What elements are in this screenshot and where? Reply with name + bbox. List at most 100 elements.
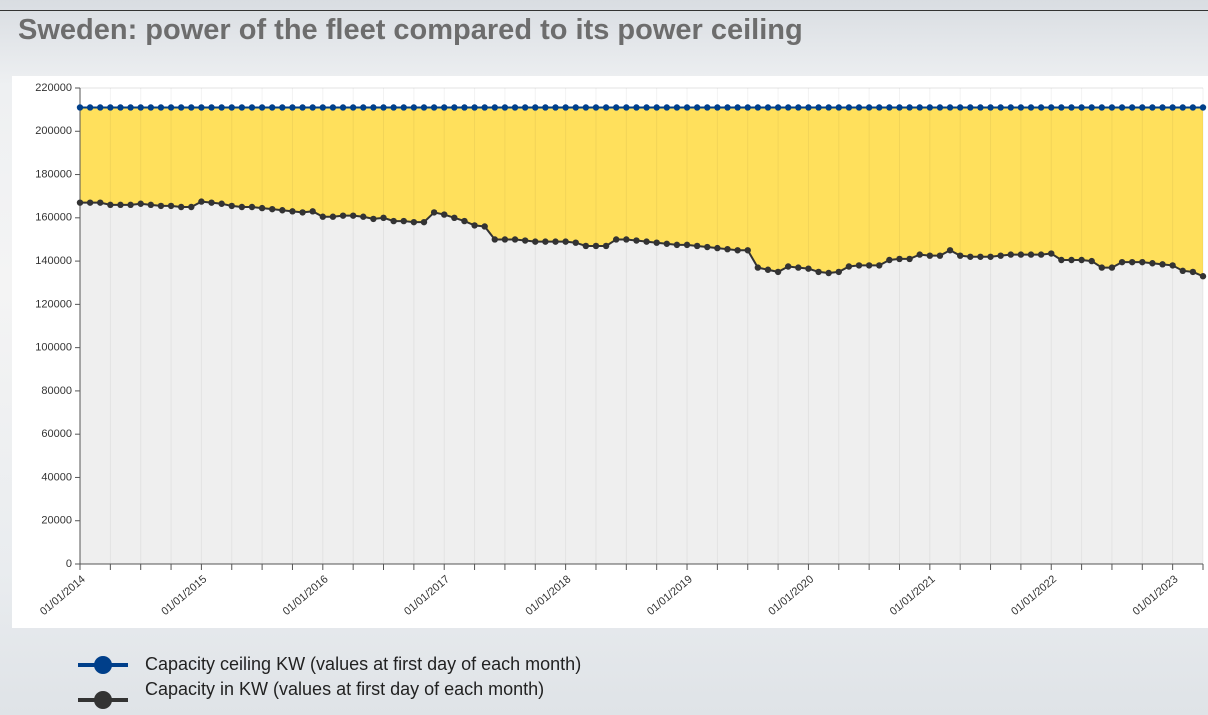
point [562,238,569,245]
point [744,247,751,254]
point [269,104,276,111]
point [936,104,944,111]
point [1128,258,1136,266]
y-tick-label: 160000 [35,212,72,224]
point [1159,104,1166,111]
point [521,237,529,244]
point [430,209,438,216]
point [491,236,499,243]
point [977,104,984,111]
point [1199,104,1207,111]
point [501,236,509,243]
point [420,104,428,111]
point [1078,104,1085,111]
point [967,104,974,111]
point [1189,104,1197,111]
point [279,207,286,214]
point [653,104,660,111]
y-tick-label: 180000 [35,168,72,180]
point [956,104,964,111]
point [764,104,772,111]
point [754,104,762,111]
point [1017,251,1025,258]
point [835,104,842,111]
point [926,104,934,111]
point [248,104,256,111]
point [228,202,235,210]
point [97,104,104,111]
point [1149,260,1156,267]
point [481,104,488,111]
point [1189,268,1197,276]
point [269,205,276,213]
point [865,262,873,269]
point [461,104,468,111]
point [410,104,418,111]
point [623,104,630,111]
y-tick-label: 80000 [41,385,72,397]
point [764,266,772,273]
point [633,104,640,111]
point [228,104,235,111]
point [683,104,691,111]
point [339,212,347,219]
point [714,244,721,252]
point [208,199,215,206]
point [704,104,711,111]
point [693,104,701,111]
point [734,104,741,111]
point [1179,104,1186,111]
point [987,104,994,111]
point [582,242,590,250]
point [1078,256,1085,264]
point [1098,104,1106,111]
point [1118,258,1126,266]
point [815,268,822,276]
legend-label: Capacity in KW (values at first day of e… [145,679,544,699]
y-tick-label: 60000 [41,428,72,440]
point [349,104,357,111]
point [1017,104,1025,111]
point [633,237,640,244]
point [956,252,964,259]
point [208,104,215,111]
y-tick-label: 120000 [35,298,72,310]
y-tick-label: 200000 [35,125,72,137]
point [704,243,711,251]
point [289,208,296,215]
point [1048,250,1055,257]
point [845,104,853,111]
point [532,104,539,111]
point [167,104,175,111]
point [319,104,327,111]
point [521,104,529,111]
point [360,104,367,111]
point [774,268,782,276]
point [511,104,519,111]
point [724,245,731,253]
point [1128,104,1136,111]
point [511,236,519,243]
y-tick-label: 220000 [35,82,72,94]
point [673,104,681,111]
point [602,242,610,250]
point [1118,104,1126,111]
point [420,218,428,226]
point [491,104,499,111]
point [370,104,377,111]
point [663,104,670,111]
point [643,238,650,245]
point [238,104,246,111]
point [896,104,903,111]
point [1058,104,1065,111]
point [1159,261,1166,268]
point [906,255,913,263]
point [339,104,347,111]
area [80,201,1203,564]
point [147,201,155,209]
point [127,201,134,209]
point [946,104,954,111]
legend-label: Capacity ceiling KW (values at first day… [145,654,581,674]
point [916,104,923,111]
